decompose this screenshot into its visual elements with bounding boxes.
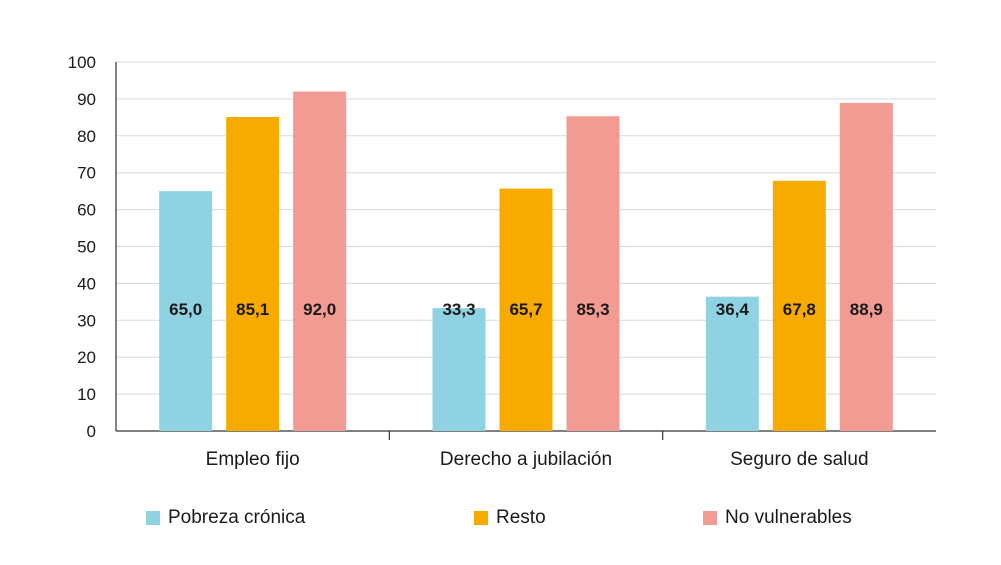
category-label-derecho-a-jubilacion: Derecho a jubilación bbox=[440, 449, 612, 470]
legend-item-pobreza-cronica: Pobreza crónica bbox=[146, 503, 305, 533]
bar-pobreza-cronica-seguro-de-salud bbox=[705, 296, 759, 431]
bars bbox=[159, 91, 893, 432]
bar-no-vulnerables-seguro-de-salud bbox=[839, 102, 893, 432]
bar-resto-seguro-de-salud bbox=[772, 180, 826, 431]
data-label-pobreza-cronica-empleo-fijo: 65,0 bbox=[169, 300, 202, 319]
legend-item-resto: Resto bbox=[474, 503, 546, 533]
y-tick-label-100: 100 bbox=[68, 53, 96, 72]
category-labels: Empleo fijo Derecho a jubilación Seguro de… bbox=[206, 449, 869, 470]
legend-item-no-vulnerables: No vulnerables bbox=[703, 503, 852, 533]
data-label-no-vulnerables-derecho-a-jubilacion: 85,3 bbox=[576, 300, 609, 319]
data-label-pobreza-cronica-derecho-a-jubilacion: 33,3 bbox=[442, 300, 475, 319]
bar-no-vulnerables-empleo-fijo bbox=[293, 91, 347, 432]
category-label-seguro-de-salud: Seguro de salud bbox=[730, 449, 868, 470]
y-tick-label-0: 0 bbox=[87, 422, 96, 441]
y-tick-label-70: 70 bbox=[77, 164, 96, 183]
data-label-pobreza-cronica-seguro-de-salud: 36,4 bbox=[716, 300, 750, 319]
y-tick-label-80: 80 bbox=[77, 127, 96, 146]
data-labels: 65,0 85,1 92,0 33,3 65,7 85,3 36,4 67,8 88,9 bbox=[169, 300, 883, 319]
legend-swatch-pobreza-cronica bbox=[146, 511, 160, 525]
y-tick-label-50: 50 bbox=[77, 238, 96, 257]
y-tick-label-60: 60 bbox=[77, 201, 96, 220]
y-tick-label-40: 40 bbox=[77, 274, 96, 293]
data-label-resto-empleo-fijo: 85,1 bbox=[236, 300, 269, 319]
y-tick-label-30: 30 bbox=[77, 311, 96, 330]
legend-label-no-vulnerables: No vulnerables bbox=[725, 507, 852, 528]
bar-resto-empleo-fijo bbox=[226, 116, 280, 431]
category-label-empleo-fijo: Empleo fijo bbox=[206, 449, 300, 470]
y-tick-label-20: 20 bbox=[77, 348, 96, 367]
bar-pobreza-cronica-empleo-fijo bbox=[159, 191, 213, 431]
y-tick-labels: 0 10 20 30 40 50 60 70 80 90 100 bbox=[68, 53, 96, 441]
bar-pobreza-cronica-derecho-a-jubilacion bbox=[432, 308, 486, 431]
data-label-no-vulnerables-empleo-fijo: 92,0 bbox=[303, 300, 336, 319]
y-tick-label-90: 90 bbox=[77, 90, 96, 109]
legend-label-resto: Resto bbox=[496, 507, 546, 528]
data-label-resto-seguro-de-salud: 67,8 bbox=[783, 300, 816, 319]
y-tick-label-10: 10 bbox=[77, 385, 96, 404]
data-label-no-vulnerables-seguro-de-salud: 88,9 bbox=[850, 300, 883, 319]
bar-resto-derecho-a-jubilacion bbox=[499, 188, 553, 431]
bar-no-vulnerables-derecho-a-jubilacion bbox=[566, 116, 620, 432]
legend-swatch-resto bbox=[474, 511, 488, 525]
legend: Pobreza crónica Resto No vulnerables bbox=[0, 503, 1001, 533]
legend-swatch-no-vulnerables bbox=[703, 511, 717, 525]
legend-label-pobreza-cronica: Pobreza crónica bbox=[168, 507, 306, 528]
data-label-resto-derecho-a-jubilacion: 65,7 bbox=[509, 300, 542, 319]
